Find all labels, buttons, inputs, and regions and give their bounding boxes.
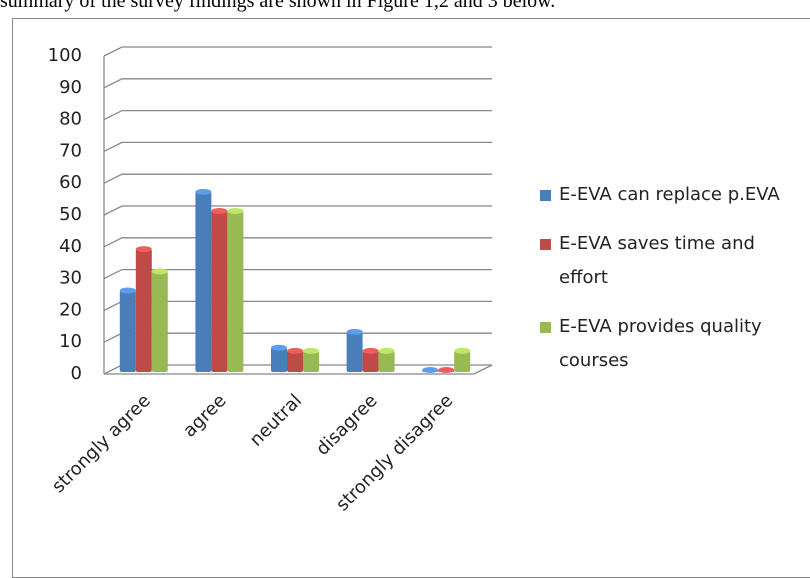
bar xyxy=(438,367,455,373)
chart: 0 10 20 30 40 50 60 70 80 90 100 strongly agree agre… xyxy=(48,45,493,515)
legend-swatch xyxy=(540,322,551,333)
y-tick-label: 70 xyxy=(59,140,82,161)
bar-top xyxy=(362,347,379,354)
y-tick-label: 30 xyxy=(59,268,82,289)
x-tick-label: disagree xyxy=(312,390,382,460)
bar-top xyxy=(135,246,152,253)
floor xyxy=(104,364,493,375)
bar-top xyxy=(227,208,244,214)
bar-front xyxy=(151,271,168,372)
bar xyxy=(303,347,319,372)
bar xyxy=(227,208,244,372)
x-tick-label: neutral xyxy=(246,390,306,450)
y-tick-label: 10 xyxy=(59,331,82,352)
y-tick-label: 50 xyxy=(59,204,82,225)
bar-front xyxy=(195,191,212,372)
caption: summary of the survey findings are shown… xyxy=(0,0,556,12)
bar xyxy=(119,287,136,372)
legend-item: E-EVA can replace p.EVA xyxy=(540,178,798,212)
bar xyxy=(362,347,379,372)
bar-top xyxy=(271,344,287,351)
y-tick-label: 80 xyxy=(59,109,82,130)
x-tick-label: strongly agree xyxy=(48,390,155,497)
bar-top xyxy=(119,287,136,294)
grid-line xyxy=(103,268,492,280)
bar-top xyxy=(346,328,363,335)
bar-front xyxy=(454,350,471,372)
bar-front xyxy=(119,290,136,372)
y-tick-label: 0 xyxy=(71,363,82,384)
bar-front xyxy=(211,211,228,372)
bar-front xyxy=(346,331,363,372)
legend: E-EVA can replace p.EVA E-EVA saves time … xyxy=(540,178,798,393)
bar xyxy=(454,347,471,372)
y-tick-label: 90 xyxy=(59,77,82,98)
bar-top xyxy=(211,208,228,214)
bar-top xyxy=(454,347,471,354)
bar xyxy=(135,246,152,372)
legend-swatch xyxy=(540,239,551,250)
bar-top xyxy=(303,347,319,354)
bar-front xyxy=(135,249,152,372)
y-tick-label: 40 xyxy=(59,236,82,257)
legend-label: E-EVA provides quality courses xyxy=(559,316,762,371)
bar xyxy=(378,347,395,372)
bar-front xyxy=(227,211,244,372)
grid-line xyxy=(103,141,492,152)
bar-top xyxy=(422,367,439,373)
legend-swatch xyxy=(540,190,551,201)
bar xyxy=(287,347,303,372)
bar xyxy=(151,268,168,372)
legend-item: E-EVA provides quality courses xyxy=(540,310,798,378)
bar-top xyxy=(438,367,455,373)
bar-front xyxy=(362,350,379,372)
legend-item: E-EVA saves time and effort xyxy=(540,227,798,295)
y-tick-label: 60 xyxy=(59,172,82,193)
bar xyxy=(271,344,287,372)
bar-front xyxy=(303,350,319,372)
bar-front xyxy=(271,347,287,372)
bar-top xyxy=(287,347,303,354)
y-tick-label: 100 xyxy=(48,45,82,66)
bar-top xyxy=(151,268,168,275)
grid-line xyxy=(103,46,492,57)
x-tick-label: agree xyxy=(179,390,230,441)
bar-top xyxy=(195,188,212,195)
legend-label: E-EVA saves time and effort xyxy=(559,233,755,288)
bar-front xyxy=(287,350,303,372)
grid-line xyxy=(103,78,492,89)
grid-line xyxy=(103,109,492,121)
bar xyxy=(346,328,363,372)
grid-line xyxy=(103,237,492,248)
bar xyxy=(211,208,228,372)
bar xyxy=(422,367,439,373)
grid-line xyxy=(103,173,492,184)
legend-label: E-EVA can replace p.EVA xyxy=(559,184,780,205)
grid-line xyxy=(103,205,492,216)
bar xyxy=(195,188,212,372)
y-tick-label: 20 xyxy=(59,299,82,320)
bar-top xyxy=(378,347,395,354)
bar-front xyxy=(378,350,395,372)
